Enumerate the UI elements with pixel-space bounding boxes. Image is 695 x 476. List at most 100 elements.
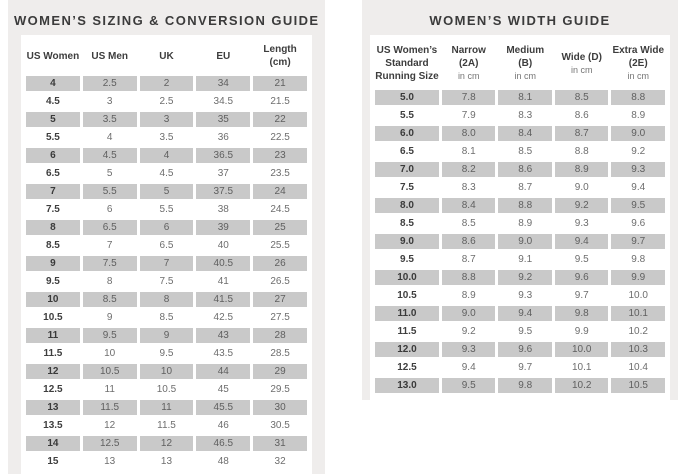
table-cell: 9.1	[498, 252, 552, 267]
table-cell: 7	[82, 238, 137, 253]
table-row: 5.0 7.8 8.1 8.5 8.8	[375, 90, 665, 105]
table-cell: 11.0	[375, 306, 439, 321]
table-cell: 4	[82, 130, 137, 145]
table-row: 7.5 8.3 8.7 9.0 9.4	[375, 180, 665, 195]
sizing-conversion-card: WOMEN’S SIZING & CONVERSION GUIDE US Wom…	[8, 0, 325, 476]
table-cell: 9.9	[554, 324, 609, 339]
table-cell: 9.3	[611, 162, 665, 177]
table-row: 6.5 8.1 8.5 8.8 9.2	[375, 144, 665, 159]
table-row: 9.0 8.6 9.0 9.4 9.7	[375, 234, 665, 249]
table-cell: 9.5	[611, 198, 665, 213]
table-cell: 9.0	[498, 234, 552, 249]
column-header: Medium (B) in cm	[498, 38, 552, 87]
table-cell: 5.5	[375, 108, 439, 123]
table-cell: 8.5	[26, 238, 80, 253]
table-row: 13.0 9.5 9.8 10.2 10.5	[375, 378, 665, 393]
table-cell: 9.0	[375, 234, 439, 249]
table-cell: 24.5	[253, 202, 307, 217]
width-guide-card: WOMEN’S WIDTH GUIDE US Women’s Standard …	[362, 0, 678, 400]
table-cell: 25.5	[253, 238, 307, 253]
table-cell: 13.5	[26, 418, 80, 433]
column-header: Length (cm)	[263, 44, 297, 68]
column-header-label: Narrow (2A)	[451, 45, 486, 70]
column-header: US Men	[91, 50, 129, 62]
table-cell: 15	[26, 454, 80, 469]
table-cell: 22	[253, 112, 307, 127]
table-row: 13.5 12 11.5 46 30.5	[26, 418, 307, 433]
column-header-label: US Women’s Standard Running Size	[375, 45, 439, 82]
table-cell: 12.5	[375, 360, 439, 375]
table-cell: 11.5	[26, 346, 80, 361]
table-cell: 9.8	[498, 378, 552, 393]
table-cell: 42.5	[196, 310, 251, 325]
table-row: 7.5 6 5.5 38 24.5	[26, 202, 307, 217]
table-cell: 7.5	[26, 202, 80, 217]
table-cell: 9.8	[611, 252, 665, 267]
table-cell: 10.0	[554, 342, 609, 357]
table-cell: 11.5	[82, 400, 137, 415]
table-cell: 6.0	[375, 126, 439, 141]
table-cell: 5.5	[82, 184, 137, 199]
table-cell: 3.5	[139, 130, 194, 145]
table-row: 8.0 8.4 8.8 9.2 9.5	[375, 198, 665, 213]
table-row: 11.5 9.2 9.5 9.9 10.2	[375, 324, 665, 339]
table-cell: 30	[253, 400, 307, 415]
table-cell: 8.4	[441, 198, 496, 213]
table-cell: 3.5	[82, 112, 137, 127]
table-cell: 48	[196, 454, 251, 469]
table-cell: 9.5	[26, 274, 80, 289]
table-cell: 10.2	[611, 324, 665, 339]
table-cell: 4.5	[139, 166, 194, 181]
table-cell: 6	[26, 148, 80, 163]
table-cell: 40.5	[196, 256, 251, 271]
table-cell: 13.0	[375, 378, 439, 393]
table-cell: 5.0	[375, 90, 439, 105]
table-cell: 6.5	[375, 144, 439, 159]
table-cell: 9.5	[82, 328, 137, 343]
table-cell: 12	[82, 418, 137, 433]
table-row: 10.5 8.9 9.3 9.7 10.0	[375, 288, 665, 303]
table-row: 11.0 9.0 9.4 9.8 10.1	[375, 306, 665, 321]
width-guide-table: US Women’s Standard Running Size Narrow (…	[372, 35, 668, 396]
header-row: US Women’s Standard Running Size Narrow (…	[375, 38, 665, 87]
table-cell: 10.4	[611, 360, 665, 375]
table-cell: 9.3	[554, 216, 609, 231]
table-cell: 11	[82, 382, 137, 397]
table-cell: 7.0	[375, 162, 439, 177]
table-row: 7 5.5 5 37.5 24	[26, 184, 307, 199]
table-cell: 8.5	[441, 216, 496, 231]
table-row: 5.5 7.9 8.3 8.6 8.9	[375, 108, 665, 123]
table-cell: 26	[253, 256, 307, 271]
table-row: 10 8.5 8 41.5 27	[26, 292, 307, 307]
table-cell: 10.5	[82, 364, 137, 379]
table-cell: 36.5	[196, 148, 251, 163]
table-row: 11 9.5 9 43 28	[26, 328, 307, 343]
table-cell: 9	[139, 328, 194, 343]
table-cell: 9.4	[554, 234, 609, 249]
table-cell: 12	[26, 364, 80, 379]
table-cell: 23.5	[253, 166, 307, 181]
table-cell: 9.5	[498, 324, 552, 339]
table-row: 4.5 3 2.5 34.5 21.5	[26, 94, 307, 109]
column-header-label: Medium (B)	[506, 45, 545, 70]
table-cell: 45.5	[196, 400, 251, 415]
table-cell: 34	[196, 76, 251, 91]
table-cell: 8	[26, 220, 80, 235]
table-cell: 46	[196, 418, 251, 433]
table-cell: 10.5	[375, 288, 439, 303]
table-cell: 39	[196, 220, 251, 235]
table-cell: 40	[196, 238, 251, 253]
table-row: 9.5 8 7.5 41 26.5	[26, 274, 307, 289]
sizing-conversion-table: US Women US Men UK EU Length (cm) 4 2.5 2 34 21 4.…	[23, 35, 310, 472]
table-cell: 45	[196, 382, 251, 397]
column-header-unit: in cm	[627, 71, 649, 82]
table-cell: 12	[139, 436, 194, 451]
column-header: Wide (D) in cm	[555, 38, 609, 87]
table-cell: 8.5	[139, 310, 194, 325]
table-cell: 10.5	[139, 382, 194, 397]
table-cell: 12.5	[82, 436, 137, 451]
table-cell: 10	[139, 364, 194, 379]
table-cell: 7.5	[375, 180, 439, 195]
table-cell: 9.3	[498, 288, 552, 303]
table-cell: 8.5	[375, 216, 439, 231]
